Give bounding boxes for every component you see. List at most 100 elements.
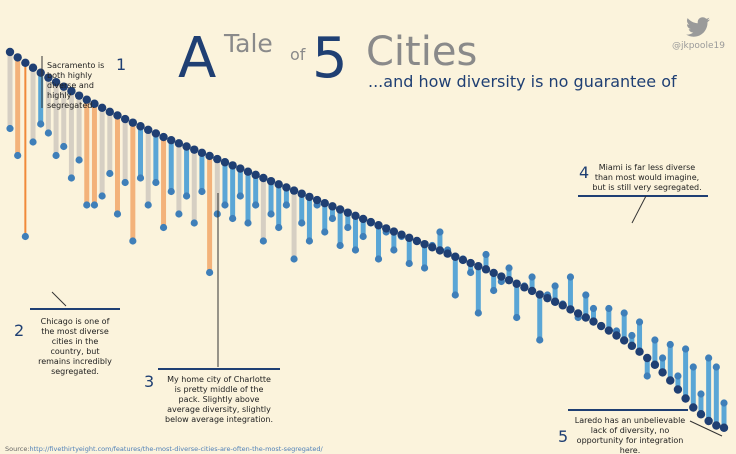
- city-top-dot: [74, 91, 84, 100]
- title-a: A: [178, 26, 216, 91]
- city-bottom-dot: [513, 313, 521, 322]
- city-top-dot: [151, 129, 161, 138]
- city-top-dot: [520, 283, 529, 292]
- annotation-5-line-4: here.: [620, 446, 641, 454]
- city-top-dot: [51, 77, 61, 87]
- city-bottom-dot: [83, 201, 91, 209]
- city-top-dot: [82, 95, 91, 104]
- city-top-dot: [704, 416, 713, 426]
- annotation-2-number: 2: [14, 321, 24, 340]
- city-top-dot: [412, 236, 422, 246]
- city-top-dot: [251, 170, 260, 180]
- city-top-dot: [228, 161, 237, 170]
- city-top-dot: [451, 252, 460, 261]
- city-bottom-dot: [290, 255, 298, 263]
- source-link[interactable]: http://fivethirtyeight.com/features/the-…: [30, 445, 324, 453]
- city-top-dot: [274, 180, 283, 189]
- city-top-dot: [658, 368, 667, 377]
- dumbbell-marks: [5, 47, 729, 432]
- title-of: of: [290, 45, 306, 64]
- source-label: Source:http://fivethirtyeight.com/featur…: [5, 445, 324, 453]
- city-top-dot: [489, 268, 498, 278]
- city-top-dot: [512, 279, 521, 288]
- annotation-3-line-3: pack. Slightly above: [179, 395, 260, 404]
- city-top-dot: [312, 195, 322, 205]
- city-bottom-dot: [674, 372, 682, 380]
- city-top-dot: [389, 227, 399, 236]
- city-top-dot: [305, 192, 314, 202]
- city-bottom-dot: [374, 255, 383, 263]
- city-top-dot: [596, 321, 606, 331]
- city-top-dot: [719, 423, 729, 432]
- city-top-dot: [67, 86, 76, 96]
- annotation-2-line-4: country, but: [51, 347, 100, 356]
- city-bottom-dot: [490, 286, 498, 295]
- city-top-dot: [712, 421, 721, 430]
- annotation-2-line-3: cities in the: [52, 337, 99, 346]
- annotation-2-line-1: Chicago is one of: [41, 317, 110, 326]
- city-bottom-dot: [175, 210, 183, 218]
- city-top-dot: [527, 286, 537, 296]
- annotation-3-line-1: My home city of Charlotte: [167, 375, 271, 384]
- city-top-dot: [120, 114, 130, 124]
- city-bottom-dot: [712, 363, 720, 371]
- city-bottom-dot: [75, 156, 83, 164]
- city-bottom-dot: [121, 178, 129, 187]
- city-bottom-dot: [29, 138, 37, 146]
- city-top-dot: [405, 233, 414, 243]
- title-cities: Cities: [366, 29, 477, 75]
- city-top-dot: [282, 183, 291, 192]
- twitter-handle: @jkpoole19: [672, 41, 725, 51]
- city-top-dot: [90, 99, 99, 108]
- city-bottom-dot: [620, 309, 628, 317]
- city-bottom-dot: [21, 232, 29, 241]
- annotation-5-line-3: opportunity for integration: [577, 436, 684, 445]
- annotation-3-line-5: below average integration.: [165, 415, 273, 424]
- city-bottom-dot: [321, 228, 329, 236]
- city-bottom-dot: [14, 151, 22, 160]
- city-top-dot: [558, 301, 567, 310]
- city-top-dot: [143, 125, 153, 135]
- city-top-dot: [366, 217, 376, 227]
- city-top-dot: [128, 118, 138, 127]
- city-top-dot: [220, 158, 230, 167]
- annotation-4-line-1: Miami is far less diverse: [599, 163, 696, 172]
- annotation-1-line-1: Sacramento is: [47, 61, 104, 70]
- city-top-dot: [113, 111, 122, 120]
- subtitle: ...and how diversity is no guarantee of: [368, 72, 677, 91]
- city-top-dot: [289, 186, 299, 195]
- city-top-dot: [28, 63, 38, 72]
- city-top-dot: [443, 249, 452, 258]
- city-bottom-dot: [98, 192, 106, 200]
- city-bottom-dot: [467, 268, 475, 277]
- city-top-dot: [497, 272, 506, 281]
- annotation-5-line-1: Laredo has an unbelievable: [575, 416, 686, 425]
- city-top-dot: [466, 258, 475, 268]
- city-bottom-dot: [213, 210, 221, 218]
- city-bottom-dot: [136, 174, 145, 182]
- city-bottom-dot: [328, 214, 337, 223]
- city-top-dot: [136, 122, 145, 131]
- city-top-dot: [673, 385, 683, 394]
- city-bottom-dot: [689, 363, 697, 371]
- city-top-dot: [190, 145, 199, 154]
- city-top-dot: [535, 290, 544, 299]
- city-bottom-dot: [259, 237, 267, 245]
- city-bottom-dot: [167, 187, 175, 196]
- city-bottom-dot: [190, 219, 198, 227]
- city-top-dot: [21, 58, 30, 67]
- city-top-dot: [666, 376, 675, 385]
- city-bottom-dot: [651, 336, 659, 344]
- annotation-2-line-2: the most diverse: [41, 327, 109, 336]
- city-top-dot: [589, 317, 598, 326]
- city-top-dot: [573, 309, 583, 318]
- city-top-dot: [266, 176, 276, 186]
- city-top-dot: [643, 353, 652, 363]
- city-top-dot: [36, 68, 45, 77]
- city-top-dot: [259, 173, 268, 183]
- city-top-dot: [566, 305, 575, 314]
- city-top-dot: [197, 148, 207, 157]
- city-bottom-dot: [536, 336, 544, 344]
- city-bottom-dot: [336, 241, 344, 250]
- city-top-dot: [358, 214, 368, 224]
